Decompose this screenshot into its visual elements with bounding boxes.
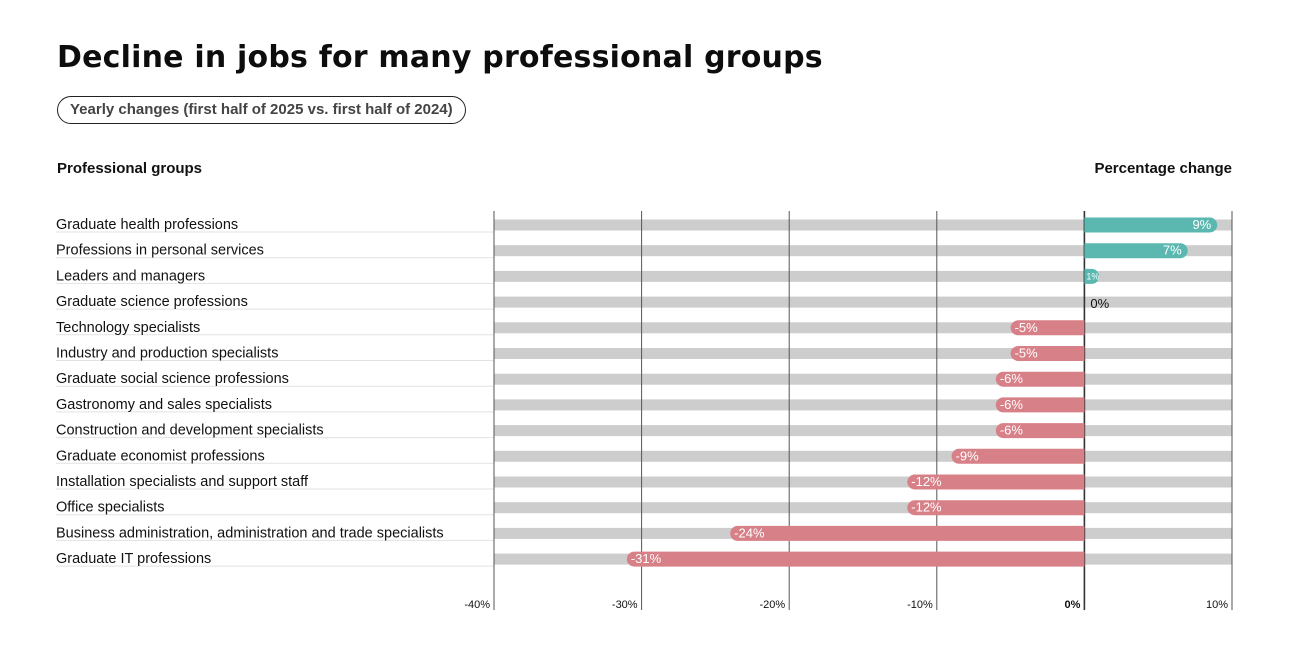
chart-subtitle-badge: Yearly changes (first half of 2025 vs. f…	[57, 96, 466, 124]
bar-track	[494, 450, 1232, 462]
value-label: 7%	[1163, 243, 1182, 258]
bar-track	[494, 322, 1232, 334]
bar-positive	[1084, 217, 1218, 233]
value-label: 9%	[1192, 217, 1211, 232]
bar-track	[494, 476, 1232, 488]
bar-negative	[951, 448, 1085, 464]
category-label: Installation specialists and support sta…	[56, 474, 309, 490]
values-column-header: Percentage change	[1094, 160, 1232, 177]
bar-negative	[730, 525, 1085, 541]
bar-negative	[1010, 320, 1085, 336]
bar-negative	[995, 371, 1085, 387]
category-label: Construction and development specialists	[56, 423, 324, 439]
category-label: Office specialists	[56, 500, 165, 516]
bar-negative	[907, 500, 1085, 516]
category-label: Graduate IT professions	[56, 551, 211, 567]
value-label: 0%	[1090, 296, 1109, 311]
value-label: -5%	[1015, 320, 1039, 335]
value-label: -6%	[1000, 397, 1024, 412]
bar-track	[494, 348, 1232, 359]
category-label: Industry and production specialists	[56, 346, 278, 362]
category-label: Gastronomy and sales specialists	[56, 397, 272, 413]
category-label: Graduate science professions	[56, 294, 248, 310]
bar-track	[494, 399, 1232, 411]
category-label: Graduate social science professions	[56, 371, 289, 387]
bar-negative	[907, 474, 1085, 490]
value-label: -9%	[956, 448, 980, 463]
value-label: -5%	[1015, 346, 1039, 361]
bar-negative	[626, 551, 1085, 567]
x-tick-label: -40%	[464, 599, 490, 611]
x-tick-label: -20%	[760, 599, 786, 611]
x-tick-label: 0%	[1064, 599, 1080, 611]
category-label: Graduate economist professions	[56, 448, 265, 464]
category-label: Graduate health professions	[56, 217, 238, 233]
bar-negative	[1010, 346, 1085, 361]
categories-column-header: Professional groups	[57, 160, 203, 177]
value-label: -24%	[734, 525, 765, 540]
bar-track	[494, 296, 1232, 308]
category-label: Professions in personal services	[56, 243, 264, 259]
bar-track	[494, 219, 1232, 231]
bar-track	[494, 373, 1232, 385]
value-label: 1%	[1086, 271, 1099, 281]
bar-positive	[1084, 243, 1188, 259]
value-label: -6%	[1000, 423, 1024, 438]
category-label: Leaders and managers	[56, 268, 205, 284]
bar-track	[494, 245, 1232, 257]
x-tick-label: -10%	[907, 599, 933, 611]
chart-title: Decline in jobs for many professional gr…	[57, 40, 823, 75]
bar-track	[494, 502, 1232, 514]
value-label: -6%	[1000, 371, 1024, 386]
bar-track	[494, 425, 1232, 437]
bar-track	[494, 270, 1232, 282]
bar-positive	[1084, 268, 1100, 284]
category-label: Business administration, administration …	[56, 525, 444, 541]
category-label: Technology specialists	[56, 320, 200, 336]
value-label: -31%	[631, 551, 662, 566]
x-tick-label: 10%	[1206, 599, 1228, 611]
value-label: -12%	[911, 500, 942, 515]
bar-negative	[995, 397, 1085, 413]
x-tick-label: -30%	[612, 599, 638, 611]
bar-negative	[995, 423, 1085, 439]
value-label: -12%	[911, 474, 942, 489]
